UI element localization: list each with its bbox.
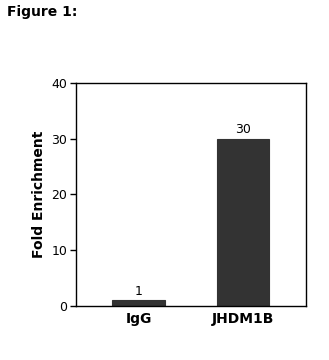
Bar [112,300,164,306]
Text: 1: 1 [135,285,142,298]
Text: Figure 1:: Figure 1: [7,5,77,19]
Text: 30: 30 [235,123,251,136]
Bar [217,139,269,306]
Y-axis label: Fold Enrichment: Fold Enrichment [32,131,46,258]
